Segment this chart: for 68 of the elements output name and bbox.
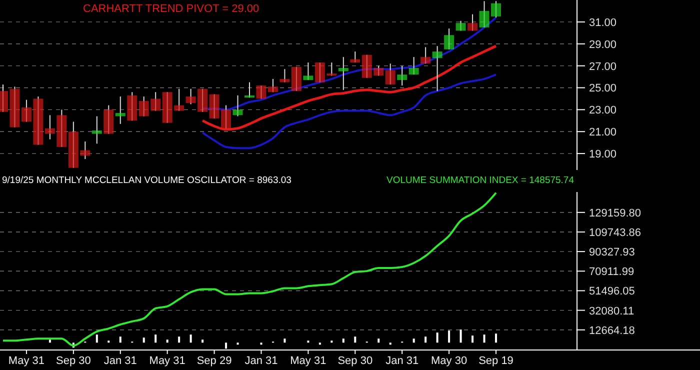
bar — [460, 330, 462, 343]
x-tick-label: May 31 — [149, 355, 186, 367]
y-tick-label: 129159.80 — [589, 207, 641, 220]
bar — [190, 334, 192, 343]
y-tick-label: 27.00 — [589, 60, 617, 73]
line-series — [202, 74, 497, 150]
x-tick-label: Sep 30 — [338, 355, 373, 367]
bar — [378, 338, 380, 343]
candlestick — [338, 56, 348, 90]
candlestick — [408, 56, 419, 76]
x-tick-label: Jan 31 — [244, 355, 278, 367]
line-series — [2, 192, 497, 347]
candlestick — [115, 96, 126, 124]
bar — [412, 338, 415, 343]
bar — [119, 336, 122, 343]
bar — [202, 340, 204, 343]
bar — [495, 334, 497, 343]
bar — [424, 336, 427, 343]
candlestick — [303, 62, 314, 81]
y-tick-label: 70911.99 — [589, 266, 634, 278]
y-tick-label: 12664.18 — [589, 324, 635, 337]
y-tick-label: 109743.86 — [589, 226, 641, 239]
candlestick — [420, 46, 431, 64]
bar — [284, 338, 286, 343]
candlestick — [232, 94, 243, 117]
bar — [142, 338, 145, 343]
bar — [342, 338, 344, 343]
bar — [483, 334, 486, 343]
x-tick-label: May 31 — [8, 355, 45, 367]
candlestick — [468, 14, 478, 32]
candlestick — [92, 116, 102, 144]
bar — [472, 336, 474, 343]
y-tick-label: 21.00 — [589, 126, 617, 139]
y-tick-label: 29.00 — [589, 38, 617, 51]
candlestick — [397, 65, 408, 86]
x-tick-label: May 30 — [431, 355, 468, 367]
bar — [436, 332, 438, 343]
bar — [178, 336, 180, 343]
bar — [154, 334, 157, 343]
text: 9/19/25 MONTHLY MCCLELLAN VOLUME OSCILLATOR = 8963.03 — [2, 175, 292, 186]
text: VOLUME SUMMATION INDEX = 148575.74 — [386, 175, 574, 186]
bar — [166, 340, 168, 343]
y-tick-label: 31.00 — [589, 16, 617, 29]
candlestick — [444, 28, 454, 50]
x-tick-label: Jan 31 — [386, 355, 419, 367]
y-tick-label: 51496.05 — [589, 286, 635, 298]
y-tick-label: 90327.93 — [589, 246, 635, 259]
x-tick-label: May 31 — [290, 355, 326, 367]
y-tick-label: 32080.11 — [589, 305, 634, 318]
candlestick — [385, 63, 396, 85]
candlestick — [280, 68, 290, 83]
line-series — [201, 44, 498, 131]
y-tick-label: 19.00 — [589, 148, 617, 161]
candlestick — [268, 78, 278, 93]
bar — [354, 336, 356, 343]
candlestick — [256, 85, 266, 100]
y-tick-label: 25.00 — [589, 82, 617, 95]
x-tick-label: Sep 30 — [56, 355, 91, 367]
bar — [48, 340, 51, 343]
candlestick — [432, 46, 442, 92]
x-tick-label: Sep 29 — [196, 355, 232, 367]
candlestick — [244, 82, 254, 98]
bar — [96, 334, 98, 343]
x-tick-label: Sep 19 — [478, 355, 514, 367]
bar — [448, 330, 450, 343]
y-tick-label: 23.00 — [589, 104, 617, 117]
x-tick-label: Jan 31 — [104, 355, 137, 367]
text: CARHARTT TREND PIVOT = 29.00 — [83, 3, 260, 15]
